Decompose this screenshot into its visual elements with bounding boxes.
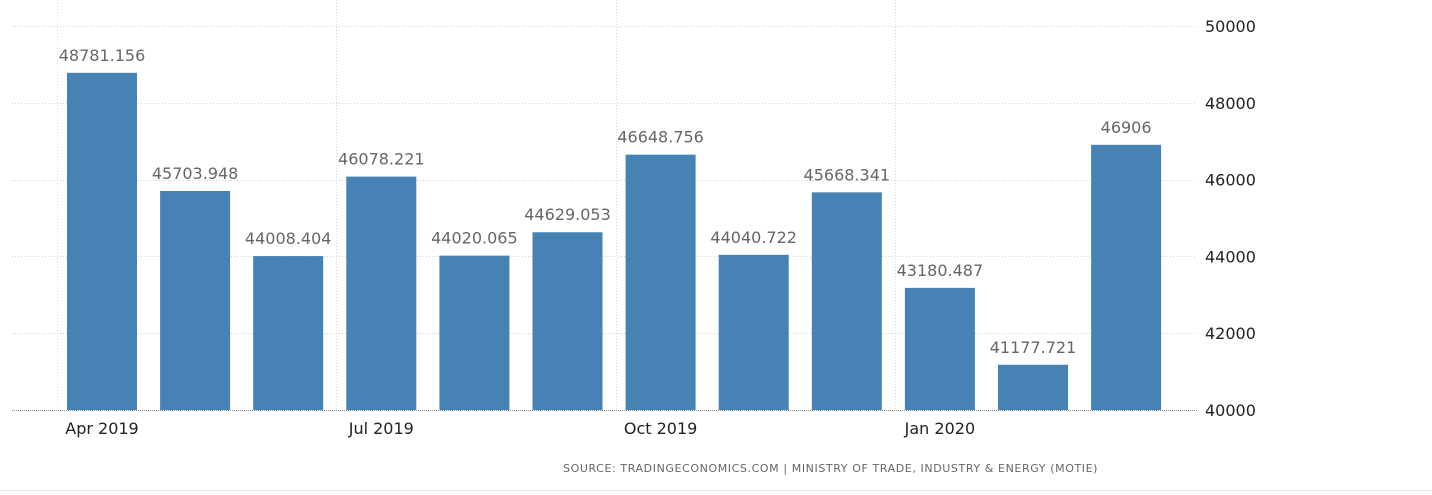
y-axis-ticks: 40000 42000 44000 46000 48000 50000 [1205,17,1256,420]
x-tick-label: Oct 2019 [624,419,697,438]
data-label: 44629.053 [524,205,611,224]
data-label: 46648.756 [617,128,704,147]
data-label: 43180.487 [897,261,984,280]
data-label: 45668.341 [804,165,891,184]
footer-divider [0,490,1432,491]
bar [67,72,137,410]
y-tick-label: 50000 [1205,17,1256,36]
y-tick-label: 44000 [1205,247,1256,266]
y-tick-label: 48000 [1205,94,1256,113]
bar [718,254,789,410]
source-note: SOURCE: TRADINGECONOMICS.COM | MINISTRY … [563,462,1099,475]
x-tick-label: Jan 2020 [904,419,975,438]
bar [998,364,1068,410]
x-tick-label: Apr 2019 [65,419,138,438]
y-tick-label: 42000 [1205,324,1256,343]
data-label: 41177.721 [990,338,1077,357]
bar [160,190,231,410]
bar [904,287,975,410]
bar [439,255,510,410]
data-labels: 48781.156 45703.948 44008.404 46078.221 4402… [59,46,1152,357]
bars [67,72,1162,410]
data-label: 45703.948 [152,164,239,183]
y-tick-label: 40000 [1205,401,1256,420]
data-label: 44040.722 [710,228,797,247]
data-label: 44020.065 [431,229,518,248]
bar [532,232,603,410]
y-tick-label: 46000 [1205,171,1256,190]
x-tick-label: Jul 2019 [348,419,414,438]
data-label: 44008.404 [245,229,332,248]
bar [811,192,882,410]
bar [1091,144,1162,410]
bar [346,176,417,410]
grid-lines [12,0,1197,411]
bar [625,154,696,410]
data-label: 46906 [1101,118,1152,137]
bar [253,256,324,410]
x-axis-ticks: Apr 2019 Jul 2019 Oct 2019 Jan 2020 [65,419,975,438]
data-label: 46078.221 [338,150,425,169]
data-label: 48781.156 [59,46,146,65]
